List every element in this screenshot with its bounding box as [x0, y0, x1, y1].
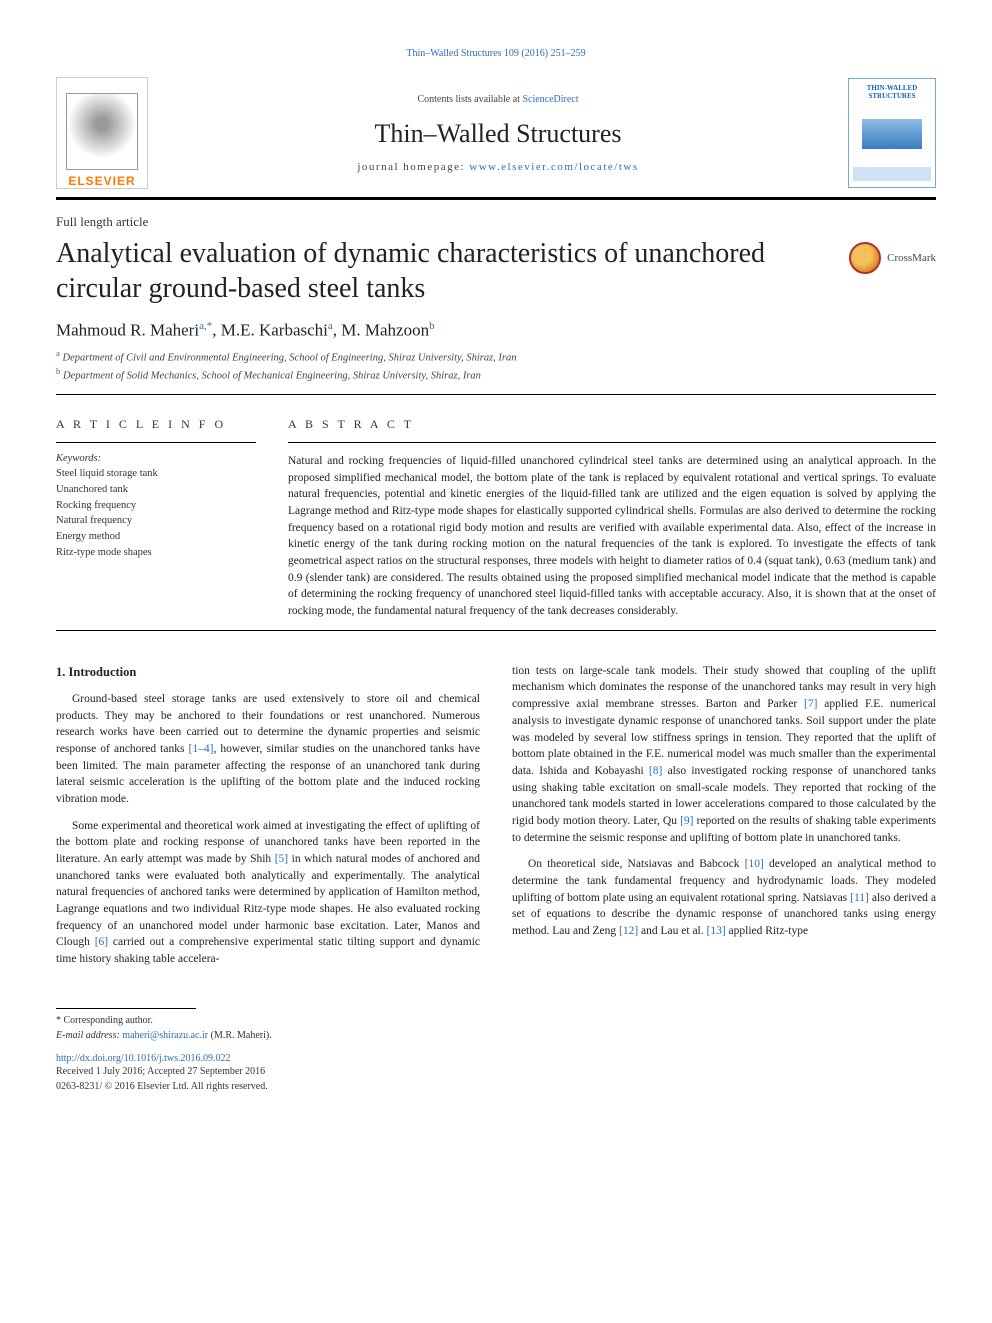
keyword-item: Steel liquid storage tank [56, 466, 256, 482]
copyright-line: 0263-8231/ © 2016 Elsevier Ltd. All righ… [56, 1079, 936, 1094]
keyword-item: Natural frequency [56, 513, 256, 529]
keyword-item: Unanchored tank [56, 482, 256, 498]
divider-abstract [288, 442, 936, 443]
footnotes: * Corresponding author. E-mail address: … [56, 1013, 936, 1043]
abstract-head: A B S T R A C T [288, 417, 936, 432]
email-author-suffix: (M.R. Maheri). [211, 1030, 272, 1041]
affiliation: a Department of Civil and Environmental … [56, 347, 936, 366]
journal-homepage-line: journal homepage: www.elsevier.com/locat… [168, 161, 828, 173]
homepage-link[interactable]: www.elsevier.com/locate/tws [469, 161, 638, 173]
keyword-item: Energy method [56, 529, 256, 545]
info-abstract-row: A R T I C L E I N F O Keywords: Steel li… [56, 405, 936, 620]
body-paragraph: Some experimental and theoretical work a… [56, 818, 480, 968]
elsevier-tree-icon [66, 93, 138, 170]
cover-title-text: THIN-WALLED STRUCTURES [853, 85, 931, 100]
body-right-column: tion tests on large-scale tank models. T… [512, 663, 936, 978]
journal-header: ELSEVIER Contents lists available at Sci… [56, 77, 936, 189]
keyword-item: Ritz-type mode shapes [56, 545, 256, 561]
article-info-head: A R T I C L E I N F O [56, 417, 256, 432]
email-label: E-mail address: [56, 1030, 122, 1041]
body-paragraph: Ground-based steel storage tanks are use… [56, 691, 480, 808]
doi-link[interactable]: http://dx.doi.org/10.1016/j.tws.2016.09.… [56, 1053, 936, 1064]
page-root: Thin–Walled Structures 109 (2016) 251–25… [0, 0, 992, 1134]
body-columns: 1. Introduction Ground-based steel stora… [56, 663, 936, 978]
divider-thick [56, 197, 936, 200]
divider-thin-2 [56, 630, 936, 631]
author-list: Mahmoud R. Maheria,*, M.E. Karbaschia, M… [56, 320, 936, 341]
affiliations: a Department of Civil and Environmental … [56, 347, 936, 384]
corresponding-author-note: * Corresponding author. [56, 1013, 936, 1028]
homepage-prefix: journal homepage: [357, 161, 469, 173]
email-link[interactable]: maheri@shirazu.ac.ir [122, 1030, 208, 1041]
received-line: Received 1 July 2016; Accepted 27 Septem… [56, 1064, 936, 1079]
keywords-list: Steel liquid storage tankUnanchored tank… [56, 466, 256, 561]
article-title: Analytical evaluation of dynamic charact… [56, 236, 825, 306]
footnote-separator [56, 1008, 196, 1009]
cover-image-icon [862, 119, 922, 149]
divider-info [56, 442, 256, 443]
journal-issue-link[interactable]: Thin–Walled Structures 109 (2016) 251–25… [56, 48, 936, 59]
body-paragraph: tion tests on large-scale tank models. T… [512, 663, 936, 846]
contents-available-line: Contents lists available at ScienceDirec… [168, 94, 828, 105]
email-line: E-mail address: maheri@shirazu.ac.ir (M.… [56, 1028, 936, 1043]
section-1-heading: 1. Introduction [56, 663, 480, 681]
abstract-text: Natural and rocking frequencies of liqui… [288, 453, 936, 620]
article-info-column: A R T I C L E I N F O Keywords: Steel li… [56, 405, 256, 620]
keywords-label: Keywords: [56, 453, 256, 464]
header-center: Contents lists available at ScienceDirec… [168, 94, 828, 173]
title-row: Analytical evaluation of dynamic charact… [56, 236, 936, 320]
crossmark-badge-group[interactable]: CrossMark [849, 242, 936, 274]
elsevier-logo: ELSEVIER [56, 77, 148, 189]
cover-footer-bar [853, 167, 931, 181]
elsevier-label: ELSEVIER [68, 174, 135, 188]
affiliation: b Department of Solid Mechanics, School … [56, 365, 936, 384]
article-type: Full length article [56, 214, 936, 230]
crossmark-icon [849, 242, 881, 274]
crossmark-label: CrossMark [887, 252, 936, 264]
divider-thin-1 [56, 394, 936, 395]
abstract-column: A B S T R A C T Natural and rocking freq… [288, 405, 936, 620]
contents-prefix: Contents lists available at [417, 94, 522, 105]
body-paragraph: On theoretical side, Natsiavas and Babco… [512, 856, 936, 939]
body-left-column: 1. Introduction Ground-based steel stora… [56, 663, 480, 978]
journal-cover-thumbnail: THIN-WALLED STRUCTURES [848, 78, 936, 188]
keyword-item: Rocking frequency [56, 498, 256, 514]
sciencedirect-link[interactable]: ScienceDirect [522, 94, 578, 105]
journal-title: Thin–Walled Structures [168, 119, 828, 149]
